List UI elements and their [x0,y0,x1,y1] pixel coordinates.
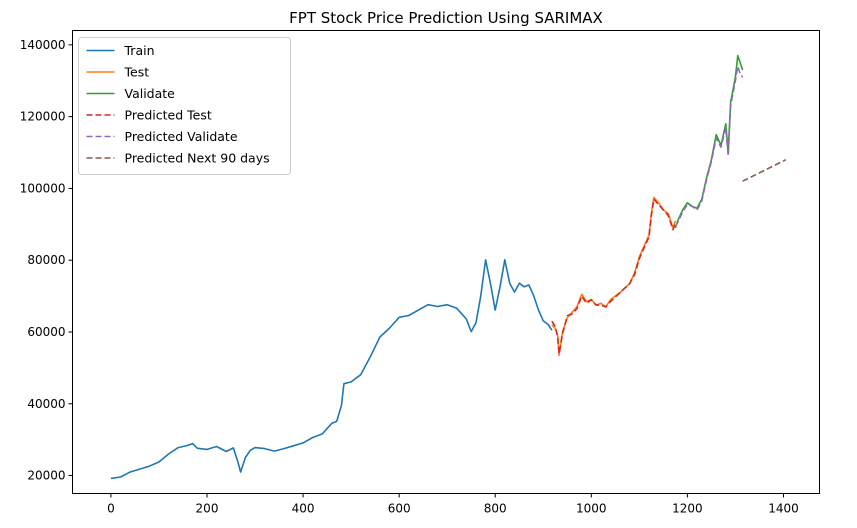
legend-label: Train [124,43,155,58]
y-axis: 20000 40000 60000 80000 100000 120000 140000 [20,38,73,483]
x-tick-label: 1200 [672,502,703,516]
x-tick-label: 0 [107,502,115,516]
y-tick-label: 140000 [20,38,66,52]
series-line-test [551,196,677,357]
legend: Train Test Validate Predicted Test Predicted… [78,37,291,175]
x-tick-label: 1400 [768,502,799,516]
legend-box [78,37,291,175]
series-line-train [110,259,553,480]
x-tick-label: 600 [388,502,411,516]
legend-label: Test [124,65,150,80]
y-tick-label: 20000 [27,469,65,483]
y-tick-label: 60000 [27,325,65,339]
plot-frame [72,30,820,494]
series-layer [110,54,787,480]
x-tick-label: 200 [196,502,219,516]
legend-label: Predicted Test [125,108,212,123]
chart-title: FPT Stock Price Prediction Using SARIMAX [289,9,603,27]
x-tick-label: 800 [484,502,507,516]
series-line-predicted-test [551,198,677,355]
legend-label: Predicted Next 90 days [125,151,270,166]
legend-label: Predicted Validate [125,129,238,144]
plot-area [72,30,820,494]
x-tick-label: 400 [292,502,315,516]
series-line-predicted-validate [674,65,744,227]
y-tick-label: 80000 [27,253,65,267]
x-axis: 0 200 400 600 800 1000 1200 1400 [107,493,799,516]
y-tick-label: 120000 [20,110,66,124]
y-tick-label: 100000 [20,181,66,195]
legend-label: Validate [125,86,176,101]
series-line-predicted-next-90-days [742,158,787,182]
x-tick-label: 1000 [576,502,607,516]
y-tick-label: 40000 [27,397,65,411]
